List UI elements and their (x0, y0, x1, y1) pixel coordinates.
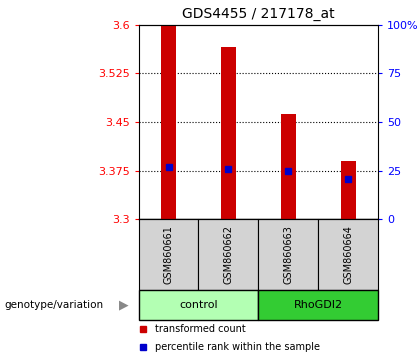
Text: GSM860662: GSM860662 (223, 225, 234, 284)
Bar (139, 219, 199, 290)
Bar (258, 219, 318, 290)
Text: RhoGDI2: RhoGDI2 (294, 300, 343, 310)
Bar (258, 290, 378, 320)
Text: ▶: ▶ (119, 299, 129, 312)
Bar (199, 219, 258, 290)
Text: genotype/variation: genotype/variation (4, 300, 103, 310)
Bar (221, 47, 236, 219)
Text: GSM860663: GSM860663 (283, 225, 293, 284)
Text: control: control (179, 300, 218, 310)
Bar (318, 219, 378, 290)
Bar (341, 161, 356, 219)
Bar (281, 114, 296, 219)
Text: percentile rank within the sample: percentile rank within the sample (155, 342, 320, 352)
Text: GSM860664: GSM860664 (343, 225, 353, 284)
Text: transformed count: transformed count (155, 324, 246, 334)
Bar (139, 290, 258, 320)
Title: GDS4455 / 217178_at: GDS4455 / 217178_at (182, 7, 335, 21)
Text: GSM860661: GSM860661 (163, 225, 173, 284)
Bar (161, 25, 176, 219)
